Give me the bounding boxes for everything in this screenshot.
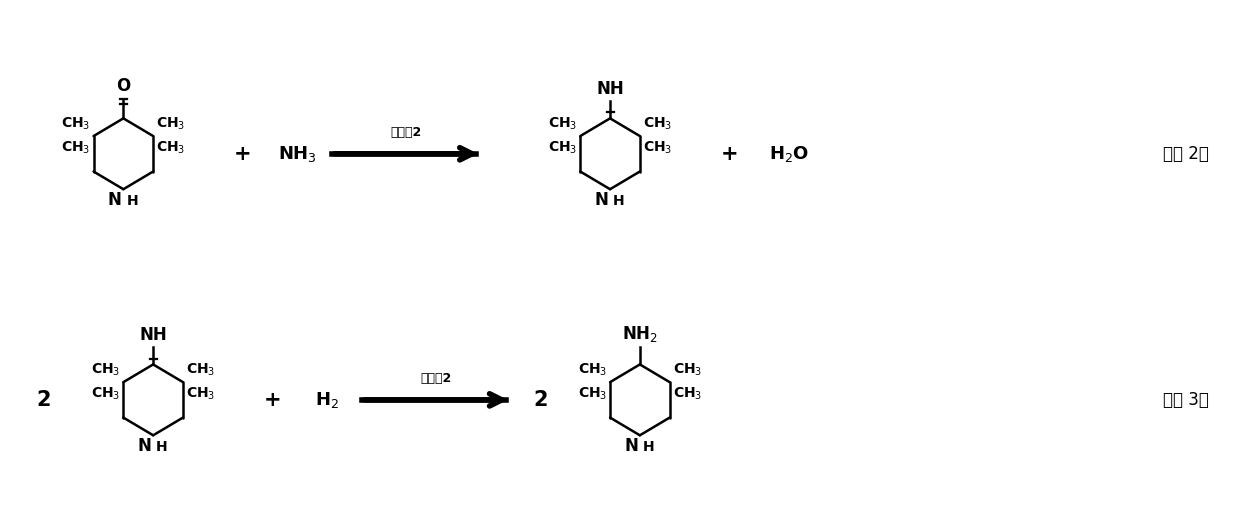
Text: CH$_3$: CH$_3$ <box>91 362 120 378</box>
Text: CH$_3$: CH$_3$ <box>672 386 702 403</box>
Text: CH$_3$: CH$_3$ <box>548 140 578 156</box>
Text: N: N <box>108 191 122 209</box>
Text: NH: NH <box>596 80 624 98</box>
Text: CH$_3$: CH$_3$ <box>186 362 216 378</box>
Text: NH$_2$: NH$_2$ <box>622 324 657 344</box>
Text: H$_2$: H$_2$ <box>315 390 339 410</box>
Text: CH$_3$: CH$_3$ <box>578 386 608 403</box>
Text: N: N <box>594 191 608 209</box>
Text: +: + <box>264 390 281 410</box>
Text: 催化剂2: 催化剂2 <box>420 372 451 385</box>
Text: CH$_3$: CH$_3$ <box>156 116 186 132</box>
Text: CH$_3$: CH$_3$ <box>186 386 216 403</box>
Text: （式 2）: （式 2） <box>1163 145 1209 163</box>
Text: H$_2$O: H$_2$O <box>769 144 808 164</box>
Text: NH: NH <box>139 326 167 344</box>
Text: CH$_3$: CH$_3$ <box>642 140 672 156</box>
Text: 催化剂2: 催化剂2 <box>391 126 422 139</box>
Text: +: + <box>234 144 252 164</box>
Text: 2: 2 <box>533 390 548 410</box>
Text: 2: 2 <box>37 390 51 410</box>
Text: O: O <box>117 77 130 95</box>
Text: CH$_3$: CH$_3$ <box>642 116 672 132</box>
Text: CH$_3$: CH$_3$ <box>61 140 91 156</box>
Text: H: H <box>613 194 625 208</box>
Text: CH$_3$: CH$_3$ <box>548 116 578 132</box>
Text: CH$_3$: CH$_3$ <box>91 386 120 403</box>
Text: N: N <box>624 437 637 455</box>
Text: CH$_3$: CH$_3$ <box>61 116 91 132</box>
Text: NH$_3$: NH$_3$ <box>278 144 316 164</box>
Text: H: H <box>156 440 167 454</box>
Text: CH$_3$: CH$_3$ <box>672 362 702 378</box>
Text: N: N <box>138 437 151 455</box>
Text: CH$_3$: CH$_3$ <box>156 140 186 156</box>
Text: H: H <box>126 194 138 208</box>
Text: （式 3）: （式 3） <box>1163 391 1209 409</box>
Text: H: H <box>642 440 655 454</box>
Text: CH$_3$: CH$_3$ <box>578 362 608 378</box>
Text: +: + <box>720 144 738 164</box>
